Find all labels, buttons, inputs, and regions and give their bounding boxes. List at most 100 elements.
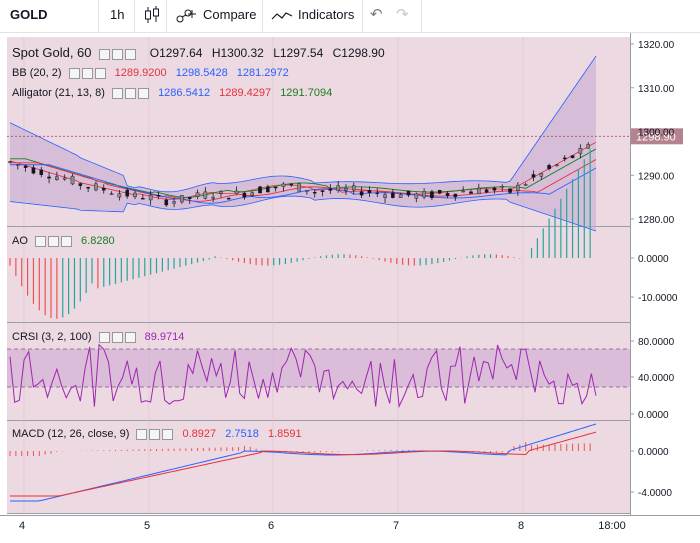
interval-button[interactable]: 1h: [110, 7, 125, 22]
candle[interactable]: [94, 183, 98, 191]
eye-icon[interactable]: [99, 49, 111, 61]
candle[interactable]: [578, 148, 583, 154]
candle[interactable]: [39, 169, 44, 175]
candle[interactable]: [211, 196, 215, 199]
main-series-legend[interactable]: Spot Gold, 60 O1297.64 H1300.32 L1297.54…: [12, 45, 391, 61]
settings-icon[interactable]: [111, 331, 123, 343]
candle[interactable]: [492, 187, 497, 191]
candle[interactable]: [273, 186, 278, 189]
crsi-pane[interactable]: [7, 343, 630, 409]
undo-button[interactable]: ↶: [370, 0, 383, 32]
candle[interactable]: [375, 192, 380, 194]
candle[interactable]: [180, 195, 184, 203]
candle[interactable]: [117, 193, 122, 198]
candle[interactable]: [258, 186, 262, 194]
close-icon[interactable]: [94, 67, 106, 79]
close-icon[interactable]: [124, 331, 136, 343]
candle[interactable]: [406, 190, 411, 196]
candle[interactable]: [531, 174, 536, 178]
candle[interactable]: [453, 193, 458, 198]
candle[interactable]: [148, 194, 153, 201]
candle[interactable]: [101, 188, 106, 191]
candle[interactable]: [109, 193, 114, 195]
candle[interactable]: [351, 185, 356, 191]
candle[interactable]: [133, 192, 137, 198]
eye-icon[interactable]: [34, 235, 46, 247]
candle[interactable]: [469, 191, 473, 194]
candle[interactable]: [23, 165, 28, 168]
settings-icon[interactable]: [112, 49, 124, 61]
chart-area[interactable]: 1298.90 4 5 6 7 8 18:00 1320.00 1310.00 1300.00 1…: [0, 33, 700, 543]
candle[interactable]: [336, 185, 340, 191]
macd-legend[interactable]: MACD (12, 26, close, 9) 0.8927 2.7518 1.…: [12, 428, 308, 440]
bb-legend[interactable]: BB (20, 2) 1289.9200 1298.5428 1281.2972: [12, 67, 295, 79]
more-icon[interactable]: [125, 49, 137, 61]
candle[interactable]: [391, 192, 395, 198]
candle[interactable]: [8, 161, 12, 163]
candle[interactable]: [367, 190, 372, 194]
candle[interactable]: [78, 183, 83, 186]
candle[interactable]: [344, 188, 348, 191]
candle[interactable]: [86, 186, 90, 189]
eye-icon[interactable]: [112, 87, 123, 99]
ao-pane[interactable]: [9, 149, 591, 319]
crsi-legend[interactable]: CRSI (3, 2, 100) 89.9714: [12, 331, 190, 343]
candle[interactable]: [422, 191, 426, 198]
candle[interactable]: [508, 188, 512, 193]
candle[interactable]: [328, 188, 333, 191]
candle[interactable]: [16, 164, 20, 166]
candle[interactable]: [234, 190, 239, 195]
settings-icon[interactable]: [149, 428, 161, 440]
close-icon[interactable]: [162, 428, 174, 440]
candle[interactable]: [312, 192, 317, 194]
candle[interactable]: [445, 193, 450, 196]
candle[interactable]: [539, 173, 544, 177]
candle[interactable]: [570, 155, 575, 158]
candle[interactable]: [586, 144, 590, 149]
candle[interactable]: [156, 195, 161, 197]
alligator-legend[interactable]: Alligator (21, 13, 8) 1286.5412 1289.429…: [12, 87, 338, 99]
candle[interactable]: [203, 191, 208, 199]
candle[interactable]: [477, 187, 481, 195]
candle[interactable]: [242, 192, 247, 198]
candle[interactable]: [398, 194, 403, 198]
chart-style-button[interactable]: [144, 5, 160, 37]
candle[interactable]: [547, 165, 551, 169]
candle[interactable]: [414, 193, 419, 199]
candle[interactable]: [164, 199, 169, 206]
eye-icon[interactable]: [136, 428, 148, 440]
candle[interactable]: [125, 189, 129, 197]
candle[interactable]: [437, 190, 442, 194]
candle[interactable]: [172, 201, 176, 204]
redo-button[interactable]: ↷: [396, 0, 409, 32]
ao-legend[interactable]: AO 6.8280: [12, 235, 121, 247]
candle[interactable]: [289, 184, 294, 186]
candle[interactable]: [70, 175, 75, 185]
symbol-search-button[interactable]: GOLD: [10, 7, 48, 22]
candle[interactable]: [305, 190, 309, 192]
candle[interactable]: [195, 192, 200, 197]
candle[interactable]: [430, 191, 434, 199]
settings-icon[interactable]: [125, 87, 136, 99]
candle[interactable]: [359, 191, 364, 196]
candle[interactable]: [516, 184, 520, 192]
settings-icon[interactable]: [47, 235, 59, 247]
chart-canvas[interactable]: 1298.90 4 5 6 7 8 18:00 1320.00 1310.00 1300.00 1…: [0, 33, 700, 543]
candle[interactable]: [320, 190, 325, 192]
candle[interactable]: [523, 184, 528, 186]
macd-pane[interactable]: [9, 423, 597, 502]
candle[interactable]: [281, 183, 286, 187]
settings-icon[interactable]: [81, 67, 93, 79]
close-icon[interactable]: [138, 87, 149, 99]
candle[interactable]: [484, 189, 489, 193]
candle[interactable]: [141, 197, 145, 200]
candle[interactable]: [383, 194, 387, 199]
candle[interactable]: [500, 186, 505, 188]
candle[interactable]: [62, 177, 67, 180]
candle[interactable]: [31, 167, 36, 174]
candle[interactable]: [297, 183, 301, 192]
price-pane[interactable]: 1298.90: [7, 55, 683, 232]
candle[interactable]: [55, 176, 59, 180]
candle[interactable]: [461, 190, 465, 193]
candle[interactable]: [187, 197, 192, 199]
